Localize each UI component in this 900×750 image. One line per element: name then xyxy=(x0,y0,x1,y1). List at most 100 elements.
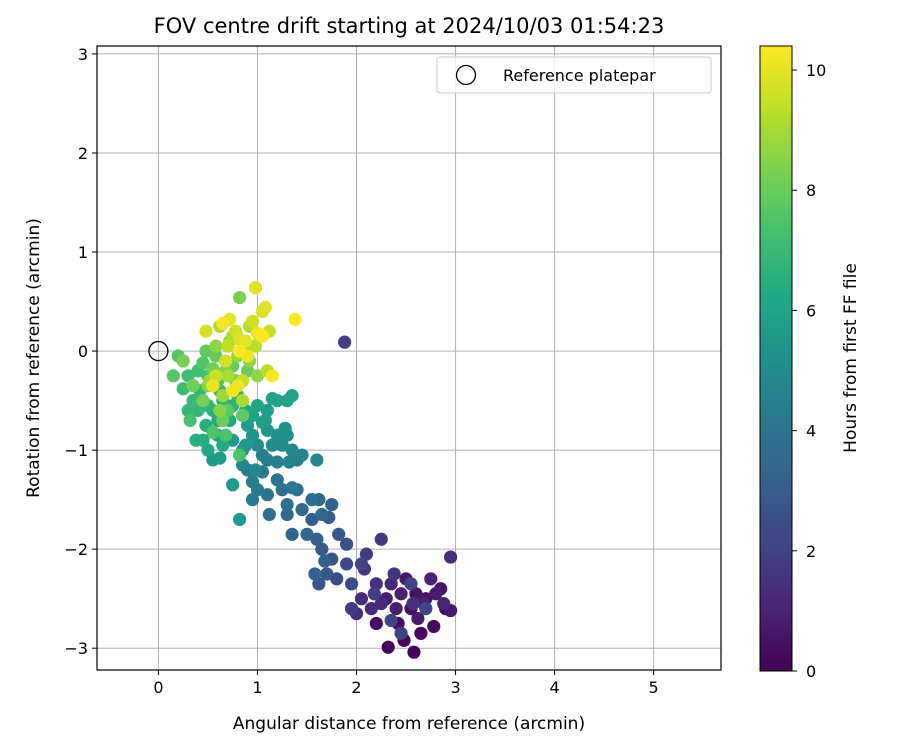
data-point xyxy=(344,601,359,616)
data-point xyxy=(265,438,279,452)
reference-marker-group xyxy=(148,340,169,362)
data-point xyxy=(387,567,401,581)
data-point xyxy=(226,384,240,398)
x-tick-label: 3 xyxy=(450,678,460,697)
data-point xyxy=(381,640,395,654)
legend-marker xyxy=(455,64,477,86)
y-tick-label: −2 xyxy=(64,540,88,559)
data-point xyxy=(238,438,253,452)
x-tick-label: 5 xyxy=(649,678,659,697)
data-point xyxy=(183,413,197,427)
data-point xyxy=(404,577,418,591)
data-point xyxy=(240,418,255,432)
colorbar: 0 2 4 6 8 10 Hours from first FF file xyxy=(759,45,861,681)
data-point xyxy=(305,493,319,507)
data-point xyxy=(236,408,250,423)
data-point xyxy=(221,369,235,383)
data-point xyxy=(285,481,299,495)
grid xyxy=(97,46,721,670)
data-point xyxy=(265,392,279,406)
data-point xyxy=(340,537,354,551)
x-tick-label: 4 xyxy=(550,678,560,697)
data-point xyxy=(407,645,421,659)
data-point xyxy=(295,448,309,462)
colorbar-tick-label: 4 xyxy=(806,422,816,441)
data-point xyxy=(209,339,223,353)
data-point xyxy=(359,547,374,561)
reference-marker xyxy=(148,340,169,362)
data-point xyxy=(325,497,339,512)
data-point xyxy=(248,339,263,353)
data-point xyxy=(332,527,346,541)
data-point xyxy=(288,312,302,326)
data-point xyxy=(394,587,408,601)
data-point xyxy=(181,369,195,383)
y-tick-label: 0 xyxy=(78,342,88,361)
data-point xyxy=(444,550,458,564)
data-point xyxy=(367,587,381,601)
y-axis-label: Rotation from reference (arcmin) xyxy=(24,218,44,498)
data-point xyxy=(221,339,235,353)
chart-title: FOV centre drift starting at 2024/10/03 … xyxy=(154,14,665,38)
data-point xyxy=(258,300,272,315)
data-point xyxy=(245,475,260,489)
data-point xyxy=(245,314,260,328)
data-point xyxy=(282,455,296,469)
y-tick-label: 2 xyxy=(78,144,88,163)
data-point xyxy=(216,438,230,452)
data-point xyxy=(213,451,227,465)
colorbar-tick-label: 8 xyxy=(806,181,816,200)
data-point xyxy=(275,438,289,452)
data-point xyxy=(437,597,451,611)
data-point xyxy=(315,507,329,522)
data-point xyxy=(369,616,383,631)
data-point xyxy=(233,290,247,305)
data-point xyxy=(364,601,378,616)
data-point xyxy=(181,403,195,418)
data-point xyxy=(213,403,227,418)
data-point xyxy=(233,512,247,527)
data-point xyxy=(238,334,253,348)
x-axis-label: Angular distance from reference (arcmin) xyxy=(233,714,585,734)
data-point xyxy=(340,557,354,571)
data-point xyxy=(374,597,388,611)
data-point xyxy=(262,507,276,522)
data-point xyxy=(196,356,210,370)
data-point xyxy=(427,619,441,634)
y-tick-label: −1 xyxy=(64,441,88,460)
y-axis-ticks: −3 −2 −1 0 1 2 3 xyxy=(64,45,97,658)
data-point xyxy=(248,281,263,295)
data-point xyxy=(320,567,334,581)
data-point xyxy=(308,567,322,581)
data-point xyxy=(270,428,284,442)
colorbar-tick-label: 6 xyxy=(806,301,816,320)
data-point xyxy=(270,473,284,487)
colorbar-tick-label: 0 xyxy=(806,662,816,681)
data-point xyxy=(201,443,215,457)
data-point xyxy=(315,542,329,556)
data-point xyxy=(406,597,420,611)
data-point xyxy=(166,369,180,383)
data-point xyxy=(233,448,247,462)
data-point xyxy=(409,587,423,601)
y-tick-label: 1 xyxy=(78,243,88,262)
x-axis-ticks: 0 1 2 3 4 5 xyxy=(153,670,659,697)
data-point xyxy=(216,389,230,403)
data-point xyxy=(260,403,274,418)
data-point xyxy=(374,532,388,546)
data-point xyxy=(384,577,398,591)
data-point xyxy=(285,527,299,541)
data-point xyxy=(236,458,250,472)
data-point xyxy=(206,425,220,439)
colorbar-label: Hours from first FF file xyxy=(841,263,861,453)
legend-box xyxy=(436,56,712,94)
data-point xyxy=(233,344,247,358)
data-point xyxy=(354,592,369,606)
data-point xyxy=(280,497,294,512)
data-point xyxy=(209,349,223,363)
data-point xyxy=(414,626,428,640)
data-point xyxy=(219,428,233,442)
data-point xyxy=(209,369,223,383)
data-point xyxy=(369,577,383,591)
